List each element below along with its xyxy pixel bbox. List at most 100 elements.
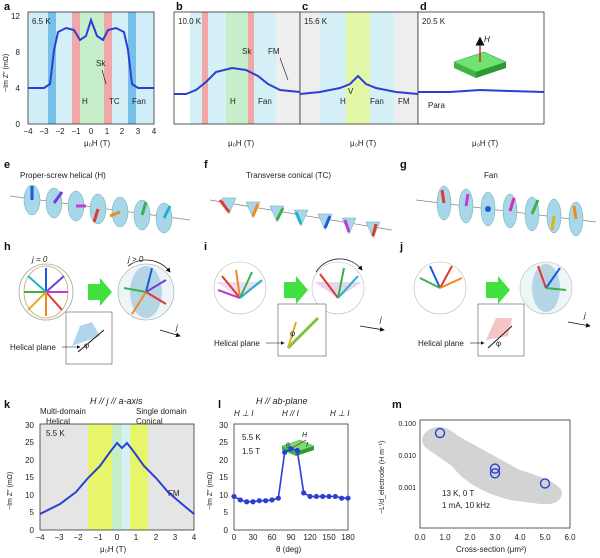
data-point-5 [263, 498, 269, 504]
panel-b-h: H [230, 97, 236, 106]
data-point-14 [320, 493, 326, 500]
l-xt-0: 0 [232, 533, 237, 542]
m-yt-0010: 0.010 [398, 453, 416, 460]
panel-k-heading: H // j // a-axis [90, 396, 143, 406]
panel-e-label: e [4, 159, 10, 171]
m-xt-5: 5.0 [539, 533, 551, 542]
k-xt-m1: −1 [93, 533, 103, 542]
a-xt-3: 3 [136, 127, 141, 136]
k-yt-25: 25 [25, 438, 34, 447]
panel-c-fan: Fan [370, 97, 384, 106]
panel-i-phi: φ [290, 329, 295, 338]
panel-f-title: Transverse conical (TC) [246, 171, 331, 180]
panel-l-temp: 5.5 K [242, 433, 261, 442]
data-point-8 [282, 449, 288, 455]
a-xt-m4: −4 [23, 127, 33, 136]
a-xt-m1: −1 [71, 127, 81, 136]
a-xlabel: μ₀H (T) [84, 139, 110, 148]
panel-j-label: j [399, 241, 403, 253]
k-xt-4: 4 [192, 533, 197, 542]
panel-c: c 15.6 K V H Fan FM [299, 1, 419, 125]
panel-m: m 13 K, 0 T 1 mA, 10 kHz 0.001 0.010 0.1… [379, 399, 576, 554]
panel-a-sk: Sk [96, 59, 106, 68]
panel-d-h: H [484, 35, 490, 44]
panel-m-label: m [392, 399, 402, 411]
data-point-0 [231, 493, 237, 500]
a-ytick-12: 12 [11, 12, 20, 21]
panel-a: a 6.5 K Sk H TC Fan 0 4 8 12 −Im Z″ (mΩ) [3, 1, 155, 129]
green-arrow-icon [88, 278, 112, 306]
data-point-6 [269, 497, 275, 503]
series-line [233, 447, 348, 503]
k-xlabel: μ₀H (T) [100, 545, 126, 554]
panel-h-phi: φ [84, 341, 89, 350]
k-yt-30: 30 [25, 421, 34, 430]
l-yt-10: 10 [219, 491, 228, 500]
panel-b-sk: Sk [242, 47, 252, 56]
l-xt-60: 60 [268, 533, 277, 542]
data-point-10 [294, 447, 300, 454]
a-ytick-8: 8 [16, 48, 21, 57]
k-xt-2: 2 [154, 533, 159, 542]
data-point-1 [237, 497, 243, 503]
data-point-4 [256, 498, 262, 504]
data-point-13 [313, 493, 319, 500]
c-xlabel: μ₀H (T) [350, 139, 376, 148]
panel-j-j: j [583, 311, 586, 320]
panel-l-hpar: H // I [282, 409, 300, 418]
l-xt-30: 30 [249, 533, 258, 542]
panel-h-label: h [4, 241, 11, 253]
panel-k-helical: Helical [46, 417, 70, 426]
panel-j-helical-plane: Helical plane [418, 339, 464, 348]
data-point-3 [250, 499, 256, 505]
panel-c-h: H [340, 97, 346, 106]
panel-k-fm: FM [168, 489, 180, 498]
m-xt-1: 1.0 [439, 533, 451, 542]
data-point-7 [275, 495, 281, 501]
panel-e: e Proper-screw helical (H) [4, 159, 191, 234]
a-xt-2: 2 [120, 127, 125, 136]
data-point-2 [244, 499, 250, 505]
m-xt-6: 6.0 [564, 533, 576, 542]
l-yt-5: 5 [224, 508, 229, 517]
panel-g-title: Fan [484, 171, 498, 180]
panel-k-temp: 5.5 K [46, 429, 65, 438]
panel-l-hh: H [302, 432, 308, 439]
panel-b-temp: 10.0 K [178, 17, 202, 26]
data-point-18 [345, 495, 351, 501]
data-point-2 [489, 468, 501, 479]
m-xlabel: Cross-section (μm²) [456, 545, 527, 554]
data-point-9 [288, 446, 294, 452]
panel-a-tc: TC [109, 97, 120, 106]
m-yt-0001: 0.001 [398, 485, 416, 492]
panel-j: j φ Helical plane j [399, 241, 591, 357]
panel-f-label: f [204, 159, 208, 171]
panel-m-cond2: 1 mA, 10 kHz [442, 501, 490, 510]
panel-a-fan: Fan [132, 97, 146, 106]
l-yt-20: 20 [219, 456, 228, 465]
panel-b: b 10.0 K Sk FM H Fan [173, 1, 301, 125]
panel-h-j: j [175, 323, 178, 332]
l-xt-180: 180 [341, 533, 355, 542]
panel-i: i φ Helical plane j [204, 241, 385, 357]
panel-f: f Transverse conical (TC) [204, 159, 393, 239]
l-yt-30: 30 [219, 421, 228, 430]
green-arrow-icon [486, 276, 510, 304]
panel-i-j: j [379, 315, 382, 324]
panel-l-hperp2: H ⊥ I [330, 409, 350, 418]
data-point-12 [307, 493, 313, 500]
k-yt-15: 15 [25, 473, 34, 482]
l-xt-150: 150 [322, 533, 336, 542]
panel-a-temp: 6.5 K [32, 17, 51, 26]
data-point-0 [434, 427, 446, 439]
panel-l: l H // ab-plane H ⊥ I H // I H ⊥ I 5.5 K… [207, 396, 355, 554]
k-yt-20: 20 [25, 456, 34, 465]
k-xt-0: 0 [115, 533, 120, 542]
panel-i-helical-plane: Helical plane [214, 339, 260, 348]
panel-h-jpos: j > 0 [127, 255, 144, 264]
data-point-15 [326, 493, 332, 500]
panel-b-fm: FM [268, 47, 280, 56]
panel-d: d 20.5 K Para H [417, 1, 545, 125]
a-xt-4: 4 [152, 127, 157, 136]
panel-c-fm: FM [398, 97, 410, 106]
